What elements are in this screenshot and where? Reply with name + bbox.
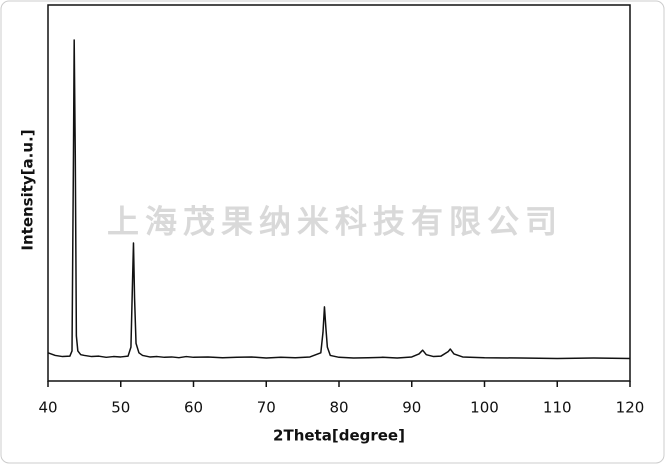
watermark: 上海茂果纳米科技有限公司 bbox=[107, 203, 563, 241]
x-axis-label: 2Theta[degree] bbox=[273, 427, 405, 445]
x-tick-label: 110 bbox=[543, 399, 572, 417]
x-tick-label: 100 bbox=[470, 399, 499, 417]
y-axis-label: Intensity[a.u.] bbox=[19, 129, 37, 250]
xrd-line bbox=[47, 39, 631, 360]
x-tick-label: 120 bbox=[616, 399, 645, 417]
x-tick-label: 70 bbox=[257, 399, 276, 417]
x-tick-label: 90 bbox=[402, 399, 421, 417]
x-tick-label: 50 bbox=[111, 399, 130, 417]
x-tick-label: 40 bbox=[38, 399, 57, 417]
x-tick-label: 80 bbox=[329, 399, 348, 417]
x-tick-label: 60 bbox=[184, 399, 203, 417]
